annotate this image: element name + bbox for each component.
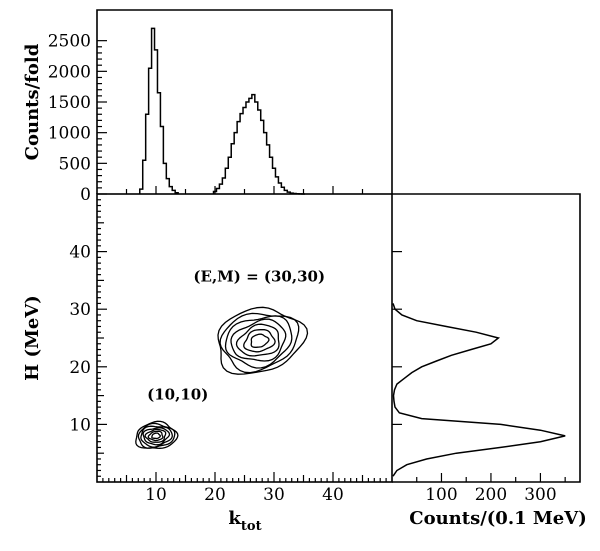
top-y-tick-label: 0 <box>80 185 91 205</box>
main-y-tick-label: 30 <box>69 300 91 320</box>
cluster-label: (E,M) = (30,30) <box>193 268 325 286</box>
top-panel: 0 500 1000 1500 2000 2500 Counts/fold <box>22 9 393 205</box>
top-y-tick-label: 1000 <box>48 124 91 144</box>
contour-line <box>243 328 276 353</box>
contour-line <box>230 318 287 362</box>
contour-line <box>135 420 179 449</box>
contour-line <box>151 432 161 440</box>
main-x-tick-label: 10 <box>145 485 167 505</box>
right-histogram-series <box>392 303 566 477</box>
main-x-tick-label: 30 <box>263 485 285 505</box>
right-x-tick-label: 100 <box>425 485 457 505</box>
contour-line <box>137 422 176 449</box>
main-y-axis-label: H (MeV) <box>22 295 43 381</box>
contour-line <box>217 306 309 375</box>
top-y-tick-label: 1500 <box>48 93 91 113</box>
contour-line <box>144 428 167 443</box>
main-y-tick-label: 20 <box>69 358 91 378</box>
contour-line <box>140 425 173 448</box>
contour-line <box>224 315 293 369</box>
main-panel: 10 20 30 40 10 20 30 40 (10,10) (E,M) = (30,30)… <box>22 193 393 534</box>
contour-line <box>142 427 171 446</box>
top-histogram-series <box>139 27 305 195</box>
main-y-tick-label: 40 <box>69 243 91 263</box>
main-y-tick-label: 10 <box>69 415 91 435</box>
contour-line <box>147 430 164 442</box>
main-x-tick-label: 20 <box>204 485 226 505</box>
right-x-tick-label: 300 <box>524 485 556 505</box>
right-x-tick-label: 200 <box>475 485 507 505</box>
top-y-tick-label: 500 <box>59 154 91 174</box>
right-x-axis-label: Counts/(0.1 MeV) <box>409 508 587 529</box>
top-panel-frame <box>96 9 393 194</box>
right-panel-frame <box>392 193 581 483</box>
main-x-axis-label: ktot <box>228 508 261 534</box>
contour-line <box>235 323 280 357</box>
top-y-axis-label: Counts/fold <box>22 43 43 160</box>
top-y-tick-label: 2000 <box>48 62 91 82</box>
right-panel: 100 200 300 Counts/(0.1 MeV) <box>392 193 587 529</box>
cluster-label: (10,10) <box>147 386 208 404</box>
main-x-tick-label: 40 <box>322 485 344 505</box>
contour-line <box>250 333 270 348</box>
top-y-tick-label: 2500 <box>48 32 91 52</box>
